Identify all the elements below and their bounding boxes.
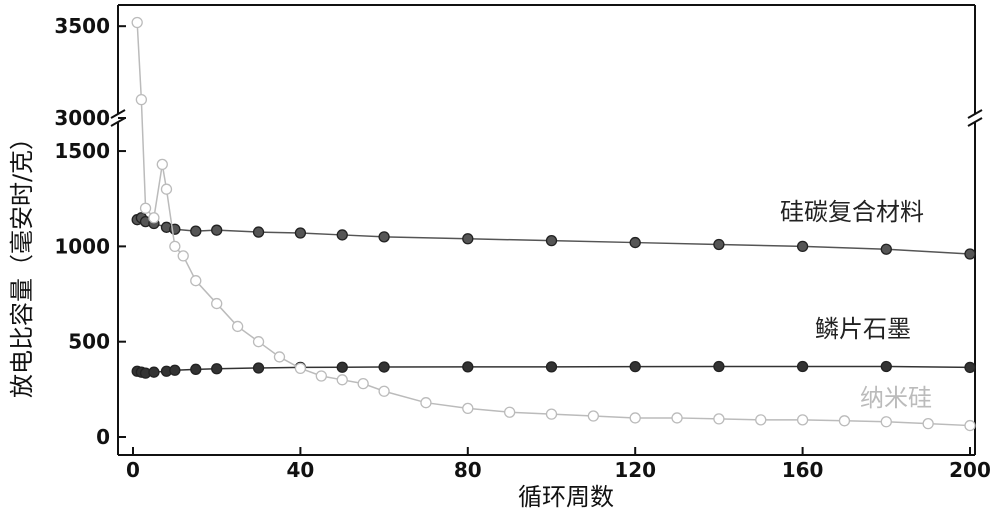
data-point [156,158,168,171]
data-point [713,238,725,251]
data-point [357,377,369,390]
y-tick-label: 1500 [54,139,110,163]
data-point [880,360,892,373]
data-point [336,361,348,373]
x-tick-label: 0 [126,458,140,482]
x-tick-label: 160 [782,458,824,482]
data-point [545,361,558,373]
data-point [211,224,223,236]
data-point [135,93,148,106]
data-point [160,183,173,195]
data-point [462,233,474,245]
axis-ticks: 0 40 80 120 160 200 0 500 1000 1500 3000 3500 [54,14,991,482]
data-point [148,366,160,378]
y-tick-label: 500 [68,330,110,354]
data-point [587,410,599,422]
series-label-graphite: 鳞片石墨 [815,315,911,343]
data-point [315,370,327,382]
series-0 [131,212,976,260]
data-point [713,360,725,373]
data-point [755,414,767,426]
series-layer [131,16,976,432]
data-point [713,413,725,425]
data-point [336,374,348,386]
data-point [294,362,307,375]
series-line [136,22,971,427]
data-point [629,361,641,373]
x-tick-label: 120 [614,458,656,482]
data-point [671,412,683,424]
data-point [545,235,558,247]
data-point [294,227,307,239]
data-point [131,16,143,29]
data-point [211,363,223,375]
y-tick-label: 3000 [54,106,110,130]
data-point [336,229,348,241]
y-tick-label: 3500 [54,14,110,38]
data-point [231,320,244,333]
data-point [880,416,892,428]
series-label-silicon-carbon: 硅碳复合材料 [780,198,924,226]
data-point [796,240,809,253]
data-point [169,364,181,376]
data-point [503,406,516,418]
data-point [148,212,160,224]
series-label-nano-silicon: 纳米硅 [860,384,932,412]
axis-break-mark [967,117,983,127]
data-point [462,361,474,373]
data-point [190,275,202,287]
data-point [169,240,181,253]
data-point [378,361,390,373]
data-point [273,351,286,363]
y-tick-label: 0 [96,425,110,449]
y-tick-label: 1000 [54,234,110,258]
x-tick-label: 80 [454,458,482,482]
data-point [462,402,474,415]
data-point [796,360,809,373]
series-2 [131,16,976,432]
data-point [211,297,223,310]
x-tick-label: 200 [949,458,991,482]
data-point [629,412,641,424]
data-point [922,418,934,430]
data-point [838,415,851,427]
data-point [378,231,390,243]
data-point [629,236,641,249]
data-point [796,414,809,426]
data-point [252,362,265,374]
data-point [420,397,432,409]
data-point [252,226,265,238]
data-point [964,248,976,260]
data-point [545,408,558,420]
data-point [139,202,152,214]
y-axis-title: 放电比容量（毫安时/克） [8,126,36,398]
data-point [964,419,976,432]
data-point [177,250,189,262]
plot-frame [110,4,983,456]
data-point [880,243,892,255]
data-point [252,336,265,348]
axis-break-mark [110,117,126,127]
data-point [190,363,202,375]
series-1 [131,360,976,379]
axis-break-mark [967,109,983,119]
data-point [190,225,202,237]
x-tick-label: 40 [286,458,314,482]
data-point [378,385,390,397]
data-point [964,361,976,374]
x-axis-title: 循环周数 [518,483,614,511]
axis-break-mark [110,109,126,119]
